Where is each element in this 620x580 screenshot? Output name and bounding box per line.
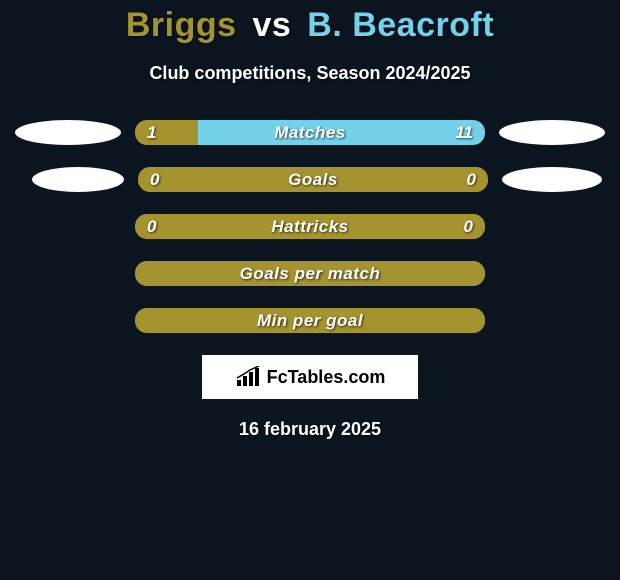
brand-text: FcTables.com bbox=[267, 367, 386, 388]
stat-value-p2: 11 bbox=[455, 120, 473, 145]
stat-bar-hattricks: 0 Hattricks 0 bbox=[135, 214, 485, 239]
stat-bar-mpg: Min per goal bbox=[135, 308, 485, 333]
ellipse-left-goals bbox=[32, 167, 124, 192]
vs-label: vs bbox=[252, 6, 291, 44]
stat-row-mpg: Min per goal bbox=[0, 308, 620, 333]
date-label: 16 february 2025 bbox=[0, 419, 620, 440]
ellipse-right-matches bbox=[499, 120, 605, 145]
page-title: Briggs vs B. Beacroft bbox=[0, 6, 620, 45]
player1-name: Briggs bbox=[126, 6, 237, 44]
stat-bar-matches: 1 Matches 11 bbox=[135, 120, 485, 145]
stat-row-matches: 1 Matches 11 bbox=[0, 120, 620, 145]
bar-chart-icon bbox=[235, 366, 261, 388]
stat-row-gpm: Goals per match bbox=[0, 261, 620, 286]
subtitle: Club competitions, Season 2024/2025 bbox=[0, 63, 620, 84]
brand-box: FcTables.com bbox=[202, 355, 418, 399]
stat-value-p2: 0 bbox=[464, 214, 473, 239]
stat-value-p2: 0 bbox=[467, 167, 476, 192]
stat-row-goals: 0 Goals 0 bbox=[0, 167, 620, 192]
ellipse-left-matches bbox=[15, 120, 121, 145]
comparison-card: Briggs vs B. Beacroft Club competitions,… bbox=[0, 0, 620, 440]
stat-row-hattricks: 0 Hattricks 0 bbox=[0, 214, 620, 239]
player2-name: B. Beacroft bbox=[307, 6, 494, 44]
ellipse-right-goals bbox=[502, 167, 602, 192]
stat-bar-goals: 0 Goals 0 bbox=[138, 167, 488, 192]
stat-label: Hattricks bbox=[135, 214, 485, 239]
stat-label: Goals per match bbox=[135, 261, 485, 286]
stat-label: Goals bbox=[138, 167, 488, 192]
stat-bar-gpm: Goals per match bbox=[135, 261, 485, 286]
stat-label: Min per goal bbox=[135, 308, 485, 333]
stat-label: Matches bbox=[135, 120, 485, 145]
